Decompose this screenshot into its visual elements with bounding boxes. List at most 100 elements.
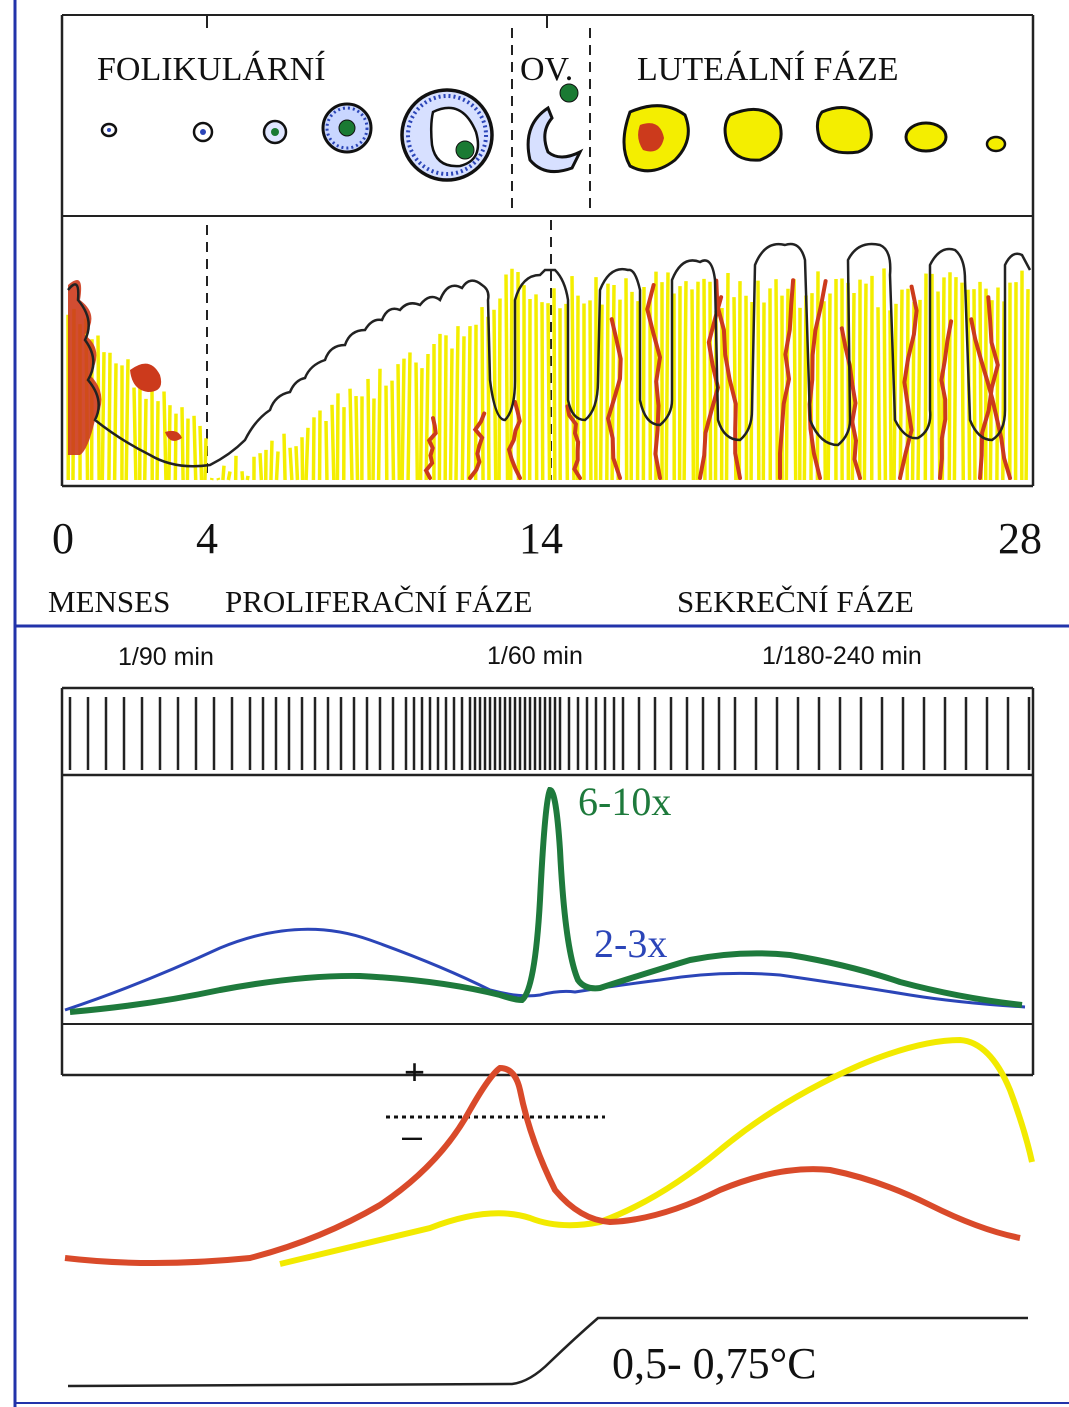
stroma-stroke [443, 335, 448, 481]
estradiol-curve [64, 1064, 1021, 1266]
stroma-stroke [448, 348, 454, 481]
stroma-stroke [454, 326, 460, 481]
lh-curve [69, 786, 1023, 1015]
follicle-row [100, 83, 1007, 182]
stroma-stroke [203, 438, 208, 481]
day-28-label: 28 [998, 514, 1042, 563]
luteal-phase-label: LUTEÁLNÍ FÁZE [637, 51, 899, 88]
stroma-stroke [898, 289, 904, 481]
pulse-freq-follicular: 1/90 min [118, 643, 214, 671]
stroma-stroke [348, 388, 354, 481]
gnrh-pulse-bars [68, 697, 1031, 770]
stroma-stroke [546, 303, 552, 481]
spiral-artery [606, 317, 623, 480]
stroma-stroke [923, 273, 928, 481]
day-0-label: 0 [52, 514, 74, 563]
stroma-stroke [641, 286, 646, 481]
corpus-luteum-icon [815, 106, 873, 155]
stroma-stroke [384, 385, 389, 481]
spiral-artery [969, 317, 1012, 480]
stroma-stroke [564, 303, 570, 481]
stroma-stroke [802, 295, 808, 481]
folicular-phase-label: FOLIKULÁRNÍ [97, 51, 326, 88]
stroma-stroke [143, 398, 148, 481]
lh-surge-label: 6-10x [578, 779, 671, 824]
stroma-stroke [774, 279, 780, 481]
stroma-stroke [460, 336, 466, 481]
stroma-stroke [288, 447, 294, 481]
stroma-stroke [132, 387, 138, 481]
stroma-stroke [624, 278, 629, 481]
secretory-phase-label: SEKREČNÍ FÁZE [677, 584, 914, 619]
stroma-stroke [173, 413, 178, 481]
stroma-stroke [330, 404, 336, 481]
stroma-stroke [155, 401, 160, 481]
spiral-artery [565, 404, 582, 480]
spiral-artery [423, 416, 438, 480]
stroma-stroke [876, 307, 882, 481]
spiral-artery [978, 295, 1000, 480]
follicle-secondary-icon [321, 102, 373, 154]
stroma-stroke [226, 471, 232, 481]
stroma-stroke [552, 288, 557, 481]
stroma-stroke [916, 299, 922, 481]
stroma-stroke [936, 291, 942, 481]
stroma-stroke [371, 398, 376, 481]
bottom-panel-frame [60, 686, 1035, 1077]
stroma-stroke [366, 378, 371, 481]
stroma-stroke [282, 433, 287, 481]
stroma-stroke [862, 283, 868, 481]
day-14-label: 14 [519, 514, 563, 563]
stroma-stroke [570, 276, 576, 481]
spiral-artery [468, 411, 487, 480]
stroma-stroke [792, 279, 798, 481]
stroma-stroke [424, 353, 430, 481]
spiral-artery [839, 326, 862, 480]
stroma-stroke [616, 299, 622, 481]
stroma-stroke [162, 391, 168, 481]
menses-label: MENSES [48, 584, 170, 619]
stroma-stroke [952, 277, 958, 481]
stroma-stroke [761, 302, 766, 481]
stroma-stroke [376, 368, 382, 481]
stroma-stroke [815, 271, 820, 481]
stroma-stroke [300, 437, 305, 481]
stroma-stroke [269, 440, 274, 481]
follicle-small-icon [192, 121, 214, 143]
stroma-stroke [534, 294, 539, 481]
stroma-stroke [492, 309, 498, 481]
pulse-freq-luteal: 1/180-240 min [762, 642, 922, 670]
follicle-graafian-icon [400, 88, 494, 182]
stroma-stroke [400, 358, 406, 481]
stroma-stroke [304, 427, 310, 481]
stroma-stroke [540, 302, 545, 481]
fsh-curve [64, 927, 1026, 1012]
spiral-artery [807, 279, 828, 480]
stroma-stroke [335, 393, 340, 481]
pulse-freq-ovulatory: 1/60 min [487, 642, 583, 670]
stroma-stroke [406, 352, 412, 481]
top-panel [60, 14, 1035, 488]
stroma-stroke [882, 268, 888, 481]
spiral-artery [645, 283, 663, 480]
stroma-stroke [311, 417, 316, 481]
stroma-stroke [737, 281, 742, 481]
stroma-stroke [124, 359, 130, 481]
oocyte-icon [559, 83, 579, 103]
corpus-albicans-icon [904, 121, 948, 153]
spiral-artery [778, 278, 796, 480]
day-4-label: 4 [196, 514, 218, 563]
stroma-stroke [960, 282, 966, 481]
stroma-stroke [221, 465, 226, 481]
stroma-stroke [418, 368, 424, 481]
stroma-stroke [112, 363, 118, 481]
stroma-stroke [947, 272, 952, 481]
stroma-stroke [480, 307, 485, 481]
stroma-stroke [598, 304, 604, 481]
stroma-stroke [708, 281, 713, 481]
proliferative-phase-label: PROLIFERAČNÍ FÁZE [225, 584, 532, 619]
fsh-surge-label: 2-3x [594, 921, 667, 966]
temperature-rise-label: 0,5- 0,75°C [612, 1339, 817, 1388]
negative-feedback-label: – [402, 1115, 422, 1156]
stroma-stroke [437, 333, 442, 481]
